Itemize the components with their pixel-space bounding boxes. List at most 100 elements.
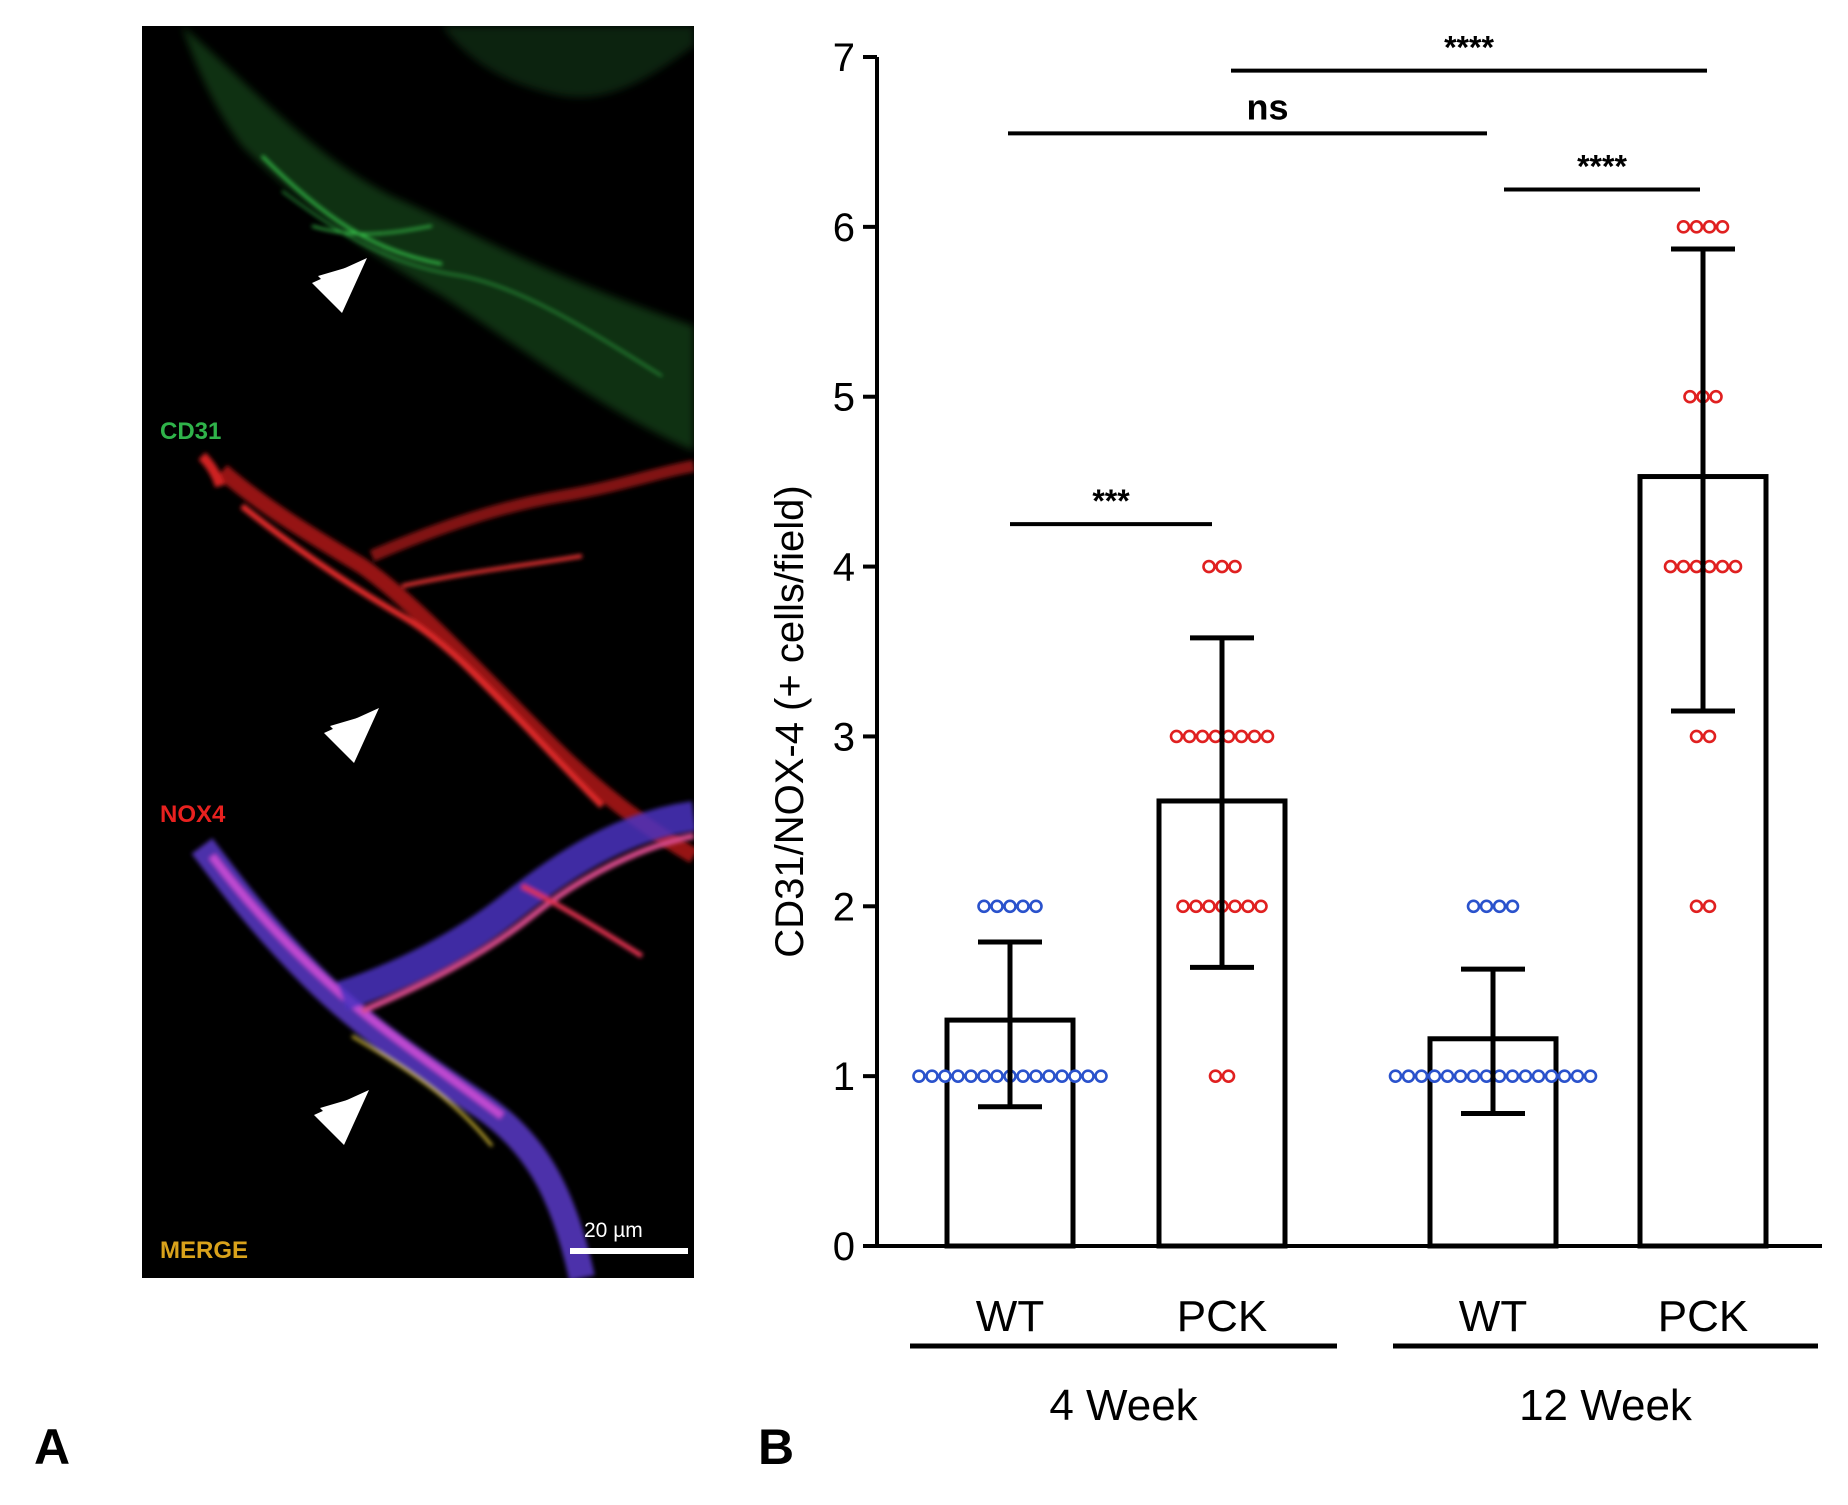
data-point — [1492, 899, 1507, 914]
data-point — [1583, 1069, 1598, 1083]
data-point — [1715, 220, 1730, 234]
arrow-icon — [324, 704, 379, 763]
y-tick-label: 6 — [833, 206, 855, 250]
data-point — [1029, 899, 1043, 914]
scale-bar — [570, 1248, 688, 1254]
data-point — [1228, 899, 1242, 914]
data-point — [1544, 1069, 1559, 1083]
data-point — [1260, 729, 1275, 744]
data-point — [1505, 899, 1520, 914]
data-point — [1202, 899, 1216, 914]
data-point — [1715, 559, 1730, 574]
data-point — [1189, 899, 1203, 914]
nox4-tissue — [198, 452, 694, 863]
channel-label-cd31: CD31 — [160, 418, 222, 445]
cd31-tissue — [182, 26, 694, 451]
data-point — [1702, 729, 1717, 744]
data-point — [1479, 1069, 1494, 1083]
data-point — [1055, 1069, 1069, 1083]
data-point — [912, 1069, 926, 1083]
data-point — [1702, 559, 1717, 574]
data-point — [1221, 729, 1236, 744]
data-point — [1689, 559, 1704, 574]
y-axis-label: CD31/NOX-4 (+ cells/field) — [768, 485, 812, 957]
y-tick-label: 2 — [833, 885, 855, 929]
data-point — [1195, 729, 1210, 744]
data-point — [1557, 1069, 1572, 1083]
data-point — [1081, 1069, 1095, 1083]
data-point — [1570, 1069, 1585, 1083]
data-point — [1003, 899, 1017, 914]
arrow-icon — [312, 254, 367, 313]
group-label: 12 Week — [1519, 1381, 1693, 1430]
chart-points — [912, 220, 1743, 1083]
data-point — [1016, 1069, 1030, 1083]
data-point — [1689, 729, 1704, 744]
channel-label-nox4: NOX4 — [160, 801, 226, 828]
significance-label: *** — [1092, 483, 1130, 519]
data-point — [1401, 1069, 1416, 1083]
group-label: 4 Week — [1049, 1381, 1198, 1430]
merge-tissue — [191, 801, 694, 1278]
data-point — [951, 1069, 965, 1083]
data-point — [1228, 559, 1242, 574]
x-category-label: WT — [1459, 1292, 1527, 1341]
data-point — [1208, 729, 1223, 744]
panel-letter-b: B — [758, 1419, 795, 1475]
data-point — [1215, 559, 1229, 574]
data-point — [1234, 729, 1249, 744]
scale-bar-label: 20 µm — [584, 1219, 643, 1242]
arrow-icon — [314, 1086, 369, 1145]
x-category-label: PCK — [1177, 1292, 1267, 1341]
data-point — [1254, 899, 1268, 914]
data-point — [1702, 220, 1717, 234]
data-point — [1176, 899, 1190, 914]
data-point — [1531, 1069, 1546, 1083]
y-tick-label: 0 — [833, 1225, 855, 1269]
data-point — [1042, 1069, 1056, 1083]
data-point — [1414, 1069, 1429, 1083]
data-point — [1518, 1069, 1533, 1083]
data-point — [1709, 389, 1723, 404]
data-point — [1241, 899, 1255, 914]
y-tick-label: 4 — [833, 546, 855, 590]
significance-label: ns — [1246, 86, 1288, 127]
data-point — [1427, 1069, 1442, 1083]
data-point — [1676, 220, 1691, 234]
data-point — [1702, 899, 1717, 914]
microscopy-panel: CD31 NOX4 MERGE 20 µm — [142, 26, 694, 1278]
data-point — [1029, 1069, 1043, 1083]
y-tick-label: 1 — [833, 1055, 855, 1099]
data-point — [1182, 729, 1197, 744]
data-point — [1202, 559, 1216, 574]
data-point — [1016, 899, 1030, 914]
cd31-vessel-lines — [260, 154, 663, 377]
data-point — [1388, 1069, 1403, 1083]
data-point — [1505, 1069, 1520, 1083]
data-point — [1466, 1069, 1481, 1083]
data-point — [1094, 1069, 1108, 1083]
significance-label: **** — [1444, 30, 1494, 66]
data-point — [1689, 220, 1704, 234]
data-point — [1492, 1069, 1507, 1083]
data-point — [964, 1069, 978, 1083]
data-point — [1663, 559, 1678, 574]
data-point — [938, 1069, 952, 1083]
panel-letter-a: A — [34, 1419, 71, 1475]
data-point — [1676, 559, 1691, 574]
data-point — [1247, 729, 1262, 744]
y-tick-label: 7 — [833, 36, 855, 80]
data-point — [1479, 899, 1494, 914]
chart-error-bars — [978, 246, 1735, 1117]
chart-bars — [944, 474, 1769, 1249]
data-point — [1169, 729, 1184, 744]
channel-label-merge: MERGE — [160, 1237, 249, 1264]
data-point — [1728, 559, 1743, 574]
data-point — [1440, 1069, 1455, 1083]
data-point — [990, 899, 1004, 914]
chart-labels: 0 1 2 3 4 5 6 7 CD31/NOX-4 (+ cells/field) WT PCK W… — [768, 36, 1748, 1430]
chart-significance: *** ns **** **** — [1008, 30, 1707, 527]
x-category-label: PCK — [1658, 1292, 1748, 1341]
data-point — [1068, 1069, 1082, 1083]
